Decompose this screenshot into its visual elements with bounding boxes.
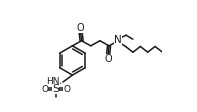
Text: HN: HN [47, 77, 60, 86]
Text: N: N [114, 35, 122, 45]
Text: S: S [52, 84, 59, 94]
Text: O: O [104, 54, 112, 64]
Text: O: O [77, 23, 84, 33]
Text: O: O [42, 85, 48, 94]
Text: O: O [63, 85, 70, 94]
